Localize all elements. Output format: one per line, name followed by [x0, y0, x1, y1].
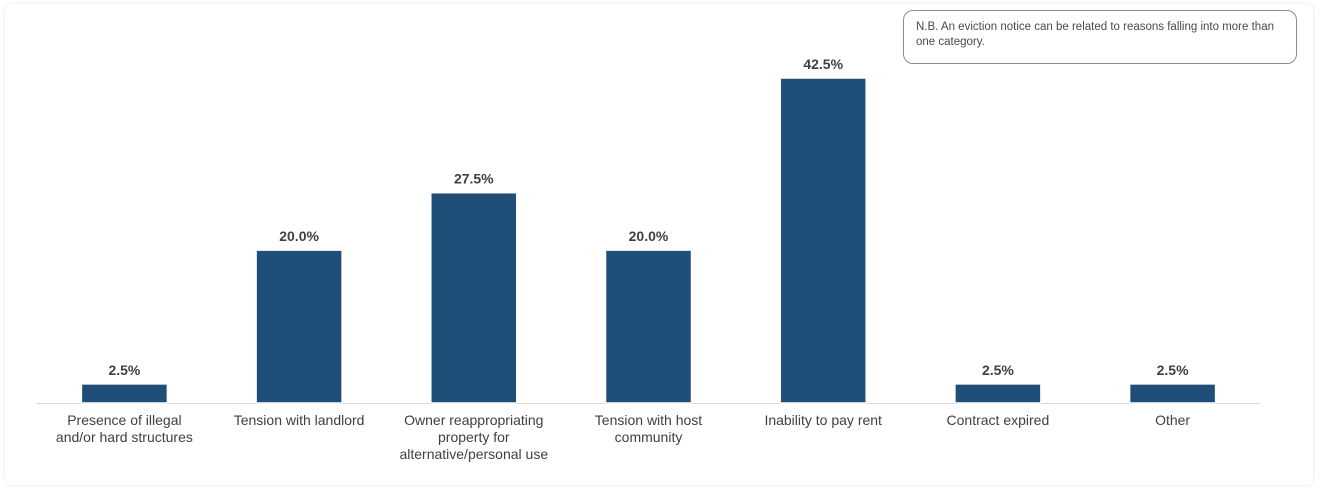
- chart-frame: [5, 4, 1313, 485]
- bars-group: [80, 77, 1217, 404]
- category-tick-label: Other: [1155, 412, 1190, 428]
- value-labels-group: 2.5% 20.0% 27.5% 20.0% 42.5% 2.5% 2.5%: [108, 56, 1189, 378]
- bar: [779, 77, 867, 404]
- category-tick-label: Owner reappropriating property for alterna…: [399, 412, 548, 462]
- category-tick-label: Presence of illegal and/or hard structure…: [56, 412, 193, 445]
- bar-value-label: 20.0%: [629, 228, 669, 244]
- bar-value-label: 2.5%: [982, 362, 1014, 378]
- category-tick-label: Contract expired: [947, 412, 1050, 428]
- bar-value-label: 20.0%: [279, 228, 319, 244]
- bar-value-label: 42.5%: [803, 56, 843, 72]
- note-text: N.B. An eviction notice can be related t…: [916, 21, 1274, 48]
- note-box: N.B. An eviction notice can be related t…: [903, 10, 1297, 64]
- bar: [430, 191, 518, 404]
- bar-value-label: 2.5%: [108, 362, 140, 378]
- category-tick-label: Inability to pay rent: [764, 412, 882, 428]
- bar: [1128, 383, 1217, 404]
- bar: [255, 249, 343, 404]
- category-tick-label: Tension with landlord: [234, 412, 365, 428]
- bar-value-label: 27.5%: [454, 171, 494, 187]
- bar: [604, 249, 693, 404]
- bar-value-label: 2.5%: [1157, 362, 1189, 378]
- bar: [954, 383, 1042, 404]
- category-tick-label: Tension with host community: [595, 412, 703, 445]
- tick-labels-group: Presence of illegal and/or hard structure…: [56, 412, 1191, 462]
- bar: [80, 383, 169, 404]
